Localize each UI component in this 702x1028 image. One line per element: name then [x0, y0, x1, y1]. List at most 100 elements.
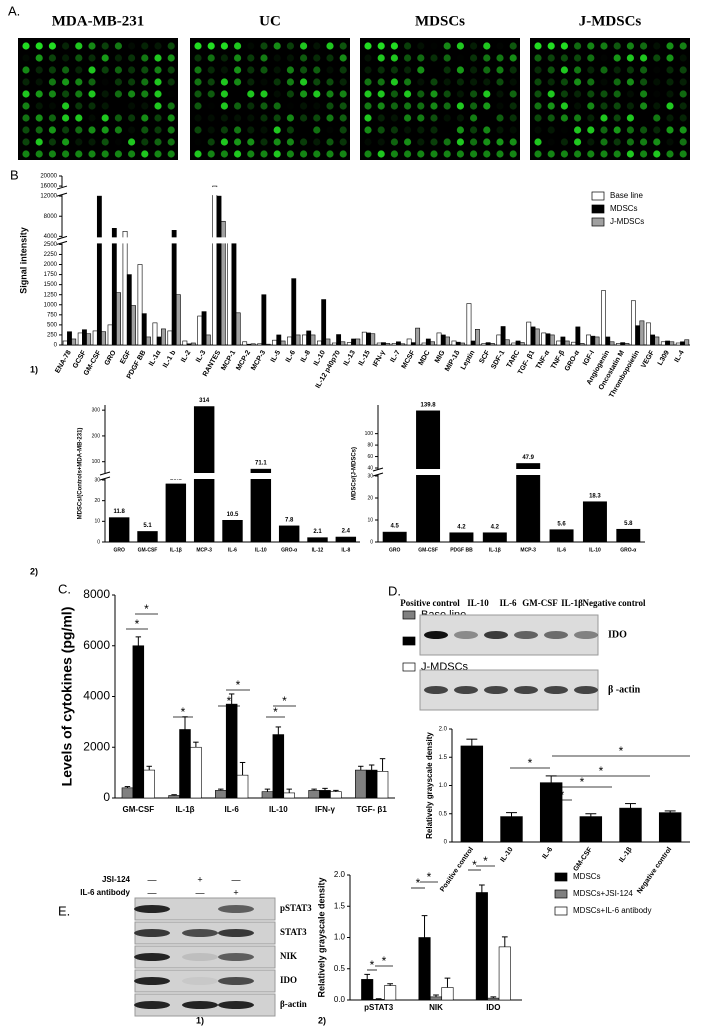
- array-spot: [75, 78, 83, 86]
- bar: [330, 791, 342, 799]
- array-spot: [509, 126, 517, 134]
- legend-swatch: [554, 889, 568, 899]
- bar: [111, 228, 117, 346]
- blot-band: [574, 686, 598, 694]
- array-spot: [613, 78, 621, 86]
- y-axis-title: Relatively grayscale density: [316, 877, 326, 997]
- array-spot: [22, 102, 30, 110]
- lane-label: IL-6: [499, 598, 517, 608]
- array-spot: [456, 126, 464, 134]
- array-spot: [547, 150, 555, 158]
- bar: [272, 734, 285, 799]
- array-spot: [88, 78, 96, 86]
- bar: [451, 340, 457, 346]
- array-spot: [194, 66, 202, 74]
- x-tick-label: GM-CSF: [572, 846, 594, 873]
- x-tick-label: MIG: [434, 349, 447, 364]
- legend-swatch: [554, 872, 568, 882]
- bar: [605, 336, 611, 346]
- array-spot: [154, 126, 162, 134]
- x-tick-label: L309: [657, 349, 671, 366]
- array-spot: [167, 66, 175, 74]
- array-spot: [48, 78, 57, 86]
- array-spot: [404, 126, 412, 134]
- array-spot: [247, 126, 255, 134]
- array-spot: [626, 114, 635, 122]
- bar: [212, 185, 218, 346]
- significance-star: *: [619, 744, 624, 758]
- x-tick-label: TGF- β1: [357, 805, 388, 814]
- x-tick-label: MCP-3: [520, 547, 536, 553]
- x-tick-label: IL-4: [674, 349, 686, 363]
- array-spot: [234, 78, 242, 86]
- bar: [108, 517, 130, 543]
- array-spot: [114, 126, 122, 134]
- y-tick-label: 8000: [83, 587, 110, 601]
- bar: [215, 790, 227, 799]
- array-spot: [390, 78, 398, 86]
- array-spot: [404, 54, 412, 62]
- array-spot: [326, 54, 334, 62]
- bar: [410, 342, 416, 346]
- bar: [515, 340, 521, 346]
- blot-band: [182, 1001, 218, 1009]
- array-spot: [114, 42, 122, 50]
- y-tick-label: 2.0: [334, 870, 346, 879]
- array-spot: [390, 102, 398, 110]
- array-spot: [88, 102, 96, 110]
- axis-break: [57, 237, 690, 244]
- array-spot: [364, 54, 372, 62]
- x-tick-label: TARC: [506, 349, 522, 369]
- array-spot: [574, 66, 582, 74]
- bar: [167, 330, 173, 346]
- array-spot: [653, 54, 661, 62]
- array-spot: [666, 66, 674, 74]
- bar: [616, 343, 621, 346]
- array-spot: [509, 78, 517, 86]
- array-spot: [547, 66, 555, 74]
- array-spot: [114, 66, 122, 74]
- array-spot: [377, 114, 385, 122]
- bar: [107, 324, 113, 346]
- bar: [122, 231, 128, 346]
- array-spot: [626, 102, 635, 110]
- bar: [475, 329, 480, 346]
- blot-band: [218, 953, 254, 961]
- array-spot: [247, 78, 255, 86]
- bar: [67, 331, 72, 346]
- array-spot: [300, 78, 308, 86]
- array-spot: [287, 102, 294, 109]
- array-spot: [417, 102, 425, 110]
- array-spot: [234, 126, 242, 134]
- significance-star: *: [236, 678, 241, 692]
- y-axis-title: MDSCs/(J-MDSCs): [352, 447, 358, 500]
- bar: [355, 769, 367, 799]
- array-spot: [75, 114, 83, 122]
- array-spot: [653, 42, 661, 50]
- array-spot: [247, 66, 255, 74]
- array-spot: [640, 54, 648, 62]
- array-spot: [48, 126, 57, 134]
- array-spot: [141, 78, 149, 86]
- array-spot: [364, 114, 372, 122]
- bar: [475, 892, 488, 1001]
- array-spot: [286, 78, 294, 86]
- array-spot: [234, 138, 242, 146]
- blot-band: [514, 686, 538, 694]
- array-spot: [496, 66, 504, 74]
- array-spot: [600, 42, 608, 50]
- bar: [361, 979, 374, 1001]
- array-spot: [35, 42, 43, 50]
- array-spot: [313, 78, 321, 86]
- array-spot: [587, 78, 595, 86]
- array-spot: [640, 138, 648, 146]
- array-spot: [417, 78, 425, 86]
- array-spot: [509, 114, 517, 122]
- array-spot: [154, 42, 162, 50]
- array-spot: [653, 114, 661, 122]
- array-spot: [75, 42, 83, 50]
- array-spot: [260, 150, 268, 158]
- array-spot: [547, 114, 555, 122]
- y-tick-label: 20: [94, 498, 100, 504]
- break-mark: [99, 471, 111, 476]
